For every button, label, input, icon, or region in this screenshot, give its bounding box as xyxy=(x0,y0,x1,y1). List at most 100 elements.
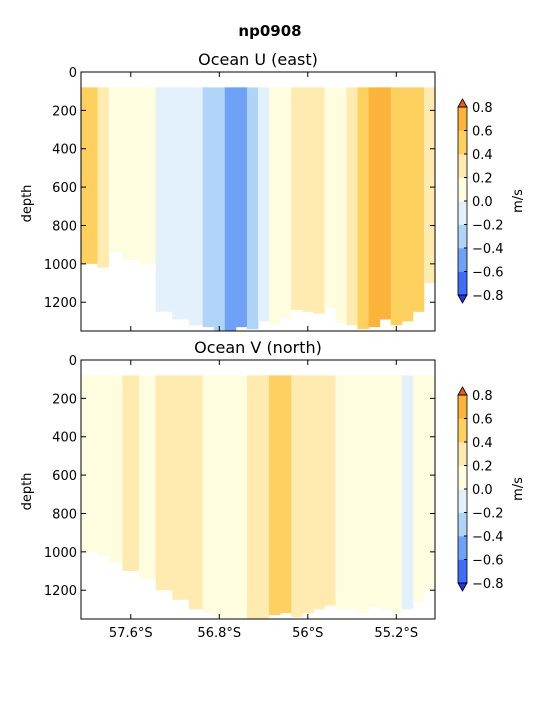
contour-column xyxy=(302,87,314,312)
contour-column xyxy=(412,87,425,312)
contour-column xyxy=(213,375,226,618)
colorbar-segment xyxy=(458,177,467,202)
colorbar: −0.8 −0.6 −0.4 −0.2 0.0 0.2 0.4 0.6 0.8 m/s xyxy=(457,98,526,304)
contour-column xyxy=(224,375,237,619)
contour-column xyxy=(97,87,110,268)
x-tick-label: 56°S xyxy=(292,626,323,641)
y-axis-label: depth xyxy=(20,473,35,511)
colorbar-segment xyxy=(458,224,467,249)
contour-column xyxy=(324,375,336,606)
contour-column xyxy=(122,375,140,572)
contour-column xyxy=(224,87,237,331)
contour-column xyxy=(291,87,303,310)
contour-column xyxy=(280,87,292,318)
colorbar-extend-max xyxy=(457,98,468,108)
contour-column xyxy=(280,375,292,614)
colorbar-tick-label: 0.2 xyxy=(472,172,493,187)
colorbar-segment xyxy=(458,512,467,537)
contour-column xyxy=(155,87,173,312)
colorbar-segment xyxy=(458,442,467,466)
contour-column xyxy=(155,375,173,591)
colorbar-segment xyxy=(458,154,467,178)
colorbar-segment xyxy=(458,489,467,513)
colorbar-tick-label: 0.4 xyxy=(472,436,493,451)
contour-column xyxy=(291,375,303,618)
colorbar-segment xyxy=(458,107,467,131)
colorbar-segment xyxy=(458,465,467,490)
contour-column xyxy=(269,375,281,616)
contour-column xyxy=(346,87,358,326)
colorbar-segment xyxy=(458,248,467,272)
panel-title: Ocean V (north) xyxy=(194,338,322,357)
colorbar-tick-label: −0.4 xyxy=(472,242,504,257)
colorbar-tick-label: 0.6 xyxy=(472,413,493,428)
contour-column xyxy=(139,87,157,264)
plot-frame xyxy=(80,71,436,332)
y-tick-label: 800 xyxy=(52,507,77,522)
colorbar-segment xyxy=(458,201,467,225)
colorbar-tick-label: −0.6 xyxy=(472,266,504,281)
contour-column xyxy=(401,87,414,322)
panel-ocean-v: Ocean V (north) 0 200 400 600 800 1000 1200 57.… xyxy=(20,338,526,641)
colorbar-segment xyxy=(458,271,467,296)
x-tick-label: 55.2°S xyxy=(374,626,418,641)
contour-column xyxy=(235,375,248,618)
colorbar-tick-label: 0.6 xyxy=(472,125,493,140)
colorbar-tick-label: 0.2 xyxy=(472,460,493,475)
colorbar-tick-label: 0.0 xyxy=(472,483,493,498)
contour-column xyxy=(235,87,248,328)
y-tick-label: 200 xyxy=(52,104,77,119)
colorbar-tick-label: −0.8 xyxy=(472,289,504,304)
contour-column xyxy=(423,375,435,591)
colorbar-label: m/s xyxy=(511,189,526,213)
contour-column xyxy=(139,375,157,579)
colorbar-extend-min xyxy=(457,294,468,304)
colorbar-extend-max xyxy=(457,386,468,396)
panel-ocean-u: Ocean U (east) 0 200 400 600 800 1000 1200 dept… xyxy=(20,50,526,332)
y-tick-label: 600 xyxy=(52,181,77,196)
y-tick-label: 400 xyxy=(52,143,77,158)
colorbar-tick-label: −0.2 xyxy=(472,507,504,522)
colorbar-tick-label: −0.2 xyxy=(472,219,504,234)
colorbar-tick-label: 0.8 xyxy=(472,101,493,116)
contour-column xyxy=(412,375,425,602)
y-tick-label: 400 xyxy=(52,431,77,446)
contour-column xyxy=(423,87,435,284)
contour-column xyxy=(313,375,325,610)
y-tick-label: 1200 xyxy=(44,584,77,599)
contour-column xyxy=(368,375,381,608)
contour-column xyxy=(122,87,140,261)
y-axis-label: depth xyxy=(20,185,35,223)
contour-column xyxy=(368,87,381,328)
contour-column xyxy=(379,87,392,320)
y-tick-label: 0 xyxy=(69,354,77,369)
colorbar-segment xyxy=(458,130,467,155)
contour-column xyxy=(188,87,204,326)
colorbar-segment xyxy=(458,536,467,560)
figure-suptitle: np0908 xyxy=(238,22,301,40)
contour-column xyxy=(258,87,270,322)
contour-column xyxy=(357,375,370,614)
colorbar-segment xyxy=(458,395,467,419)
contour-column xyxy=(302,375,314,614)
colorbar-label: m/s xyxy=(511,477,526,501)
contour-column xyxy=(390,87,403,326)
contour-column xyxy=(172,375,190,600)
colorbar-tick-label: 0.8 xyxy=(472,389,493,404)
colorbar: −0.8 −0.6 −0.4 −0.2 0.0 0.2 0.4 0.6 0.8 m/s xyxy=(457,386,526,592)
contour-column xyxy=(324,87,336,308)
contour-column xyxy=(335,375,347,610)
colorbar-segment xyxy=(458,559,467,584)
contour-column xyxy=(108,87,123,253)
colorbar-tick-label: −0.8 xyxy=(472,577,504,592)
contour-column xyxy=(357,87,370,330)
y-tick-label: 0 xyxy=(69,66,77,81)
colorbar-tick-label: 0.0 xyxy=(472,195,493,210)
contour-column xyxy=(258,375,270,619)
contour-column xyxy=(188,375,204,610)
contour-column xyxy=(202,87,215,328)
contour-column xyxy=(108,375,123,564)
contour-column xyxy=(269,87,281,326)
y-tick-label: 200 xyxy=(52,392,77,407)
